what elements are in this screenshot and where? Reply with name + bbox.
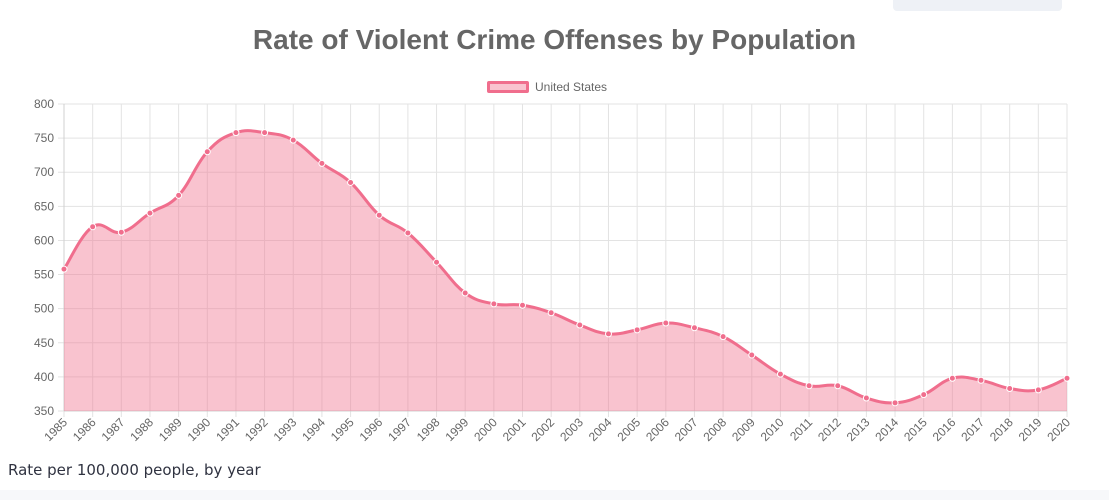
x-tick-label: 1994 [299, 415, 328, 444]
x-tick-label: 1996 [357, 415, 386, 444]
data-point [547, 309, 555, 317]
x-tick-label: 1998 [414, 415, 443, 444]
x-tick-label: 1988 [127, 415, 156, 444]
x-tick-label: 1987 [99, 415, 128, 444]
x-tick-label: 2007 [672, 415, 701, 444]
x-tick-label: 2008 [700, 415, 729, 444]
data-point [232, 129, 240, 137]
data-point [318, 159, 326, 167]
x-tick-label: 2011 [787, 415, 815, 443]
x-tick-label: 1999 [443, 415, 472, 444]
x-tick-label: 1986 [70, 415, 99, 444]
x-tick-label: 2018 [987, 415, 1016, 444]
x-axis: 1985 1986 1987 1988 1989 1990 1991 1992 1993 1994… [41, 415, 1073, 444]
x-tick-label: 2013 [844, 415, 873, 444]
x-tick-label: 2005 [614, 415, 643, 444]
x-tick-label: 2010 [758, 415, 787, 444]
data-point [576, 321, 584, 329]
x-tick-label: 2002 [529, 415, 558, 444]
data-point [89, 223, 97, 231]
x-tick-label: 2000 [471, 415, 500, 444]
data-point [261, 129, 269, 137]
y-tick-label: 500 [34, 302, 54, 316]
data-point [776, 370, 784, 378]
x-tick-label: 2006 [643, 415, 672, 444]
data-point [920, 391, 928, 399]
data-point [891, 399, 899, 407]
x-tick-label: 1995 [328, 415, 357, 444]
data-point [633, 326, 641, 334]
data-point [175, 191, 183, 199]
x-tick-label: 1991 [213, 415, 242, 444]
x-tick-label: 2020 [1044, 415, 1073, 444]
x-tick-label: 2003 [557, 415, 586, 444]
x-tick-label: 1997 [385, 415, 414, 444]
x-tick-label: 2001 [500, 415, 529, 444]
y-tick-label: 700 [34, 165, 54, 179]
x-tick-label: 2009 [729, 415, 758, 444]
y-axis: 350 400 450 500 550 600 650 700 750 800 [34, 97, 54, 418]
grid [58, 103, 1068, 417]
data-point [347, 178, 355, 186]
caption: Rate per 100,000 people, by year [8, 461, 261, 479]
top-tab[interactable] [893, 0, 1062, 11]
data-point [146, 209, 154, 217]
legend[interactable]: United States [487, 77, 607, 97]
data-point [203, 148, 211, 156]
x-tick-label: 2016 [930, 415, 959, 444]
data-point [289, 136, 297, 144]
y-tick-label: 750 [34, 131, 54, 145]
y-tick-label: 800 [34, 97, 54, 111]
x-tick-label: 2019 [1016, 415, 1045, 444]
data-point [519, 301, 527, 309]
data-point [977, 376, 985, 384]
x-tick-label: 2012 [815, 415, 844, 444]
y-tick-label: 350 [34, 404, 54, 418]
x-tick-label: 1993 [271, 415, 300, 444]
data-point [490, 300, 498, 308]
x-tick-label: 1985 [41, 415, 70, 444]
data-point [404, 229, 412, 237]
data-point [948, 374, 956, 382]
data-point [117, 228, 125, 236]
x-tick-label: 1989 [156, 415, 185, 444]
series-area [64, 130, 1067, 411]
data-point [375, 211, 383, 219]
bottom-strip [0, 490, 1109, 500]
y-tick-label: 550 [34, 268, 54, 282]
x-tick-label: 2004 [586, 415, 615, 444]
data-point [461, 289, 469, 297]
data-point [604, 330, 612, 338]
x-tick-label: 2017 [958, 415, 987, 444]
y-tick-label: 450 [34, 336, 54, 350]
data-point [805, 382, 813, 390]
y-tick-label: 650 [34, 199, 54, 213]
data-point [60, 265, 68, 273]
legend-label: United States [535, 80, 608, 94]
x-tick-label: 1990 [185, 415, 214, 444]
data-point [1006, 384, 1014, 392]
x-tick-label: 1992 [242, 415, 271, 444]
legend-swatch [487, 81, 529, 93]
data-point [433, 258, 441, 266]
chart-title: Rate of Violent Crime Offenses by Popula… [252, 24, 857, 55]
data-point [834, 382, 842, 390]
data-point [1034, 386, 1042, 394]
data-point [690, 324, 698, 332]
y-tick-label: 400 [34, 370, 54, 384]
series-united-states [60, 129, 1071, 411]
data-point [662, 319, 670, 327]
data-point [862, 394, 870, 402]
data-point [1063, 374, 1071, 382]
y-tick-label: 600 [34, 233, 54, 247]
x-tick-label: 2014 [872, 415, 901, 444]
data-point [719, 333, 727, 341]
data-point [748, 351, 756, 359]
x-tick-label: 2015 [901, 415, 930, 444]
